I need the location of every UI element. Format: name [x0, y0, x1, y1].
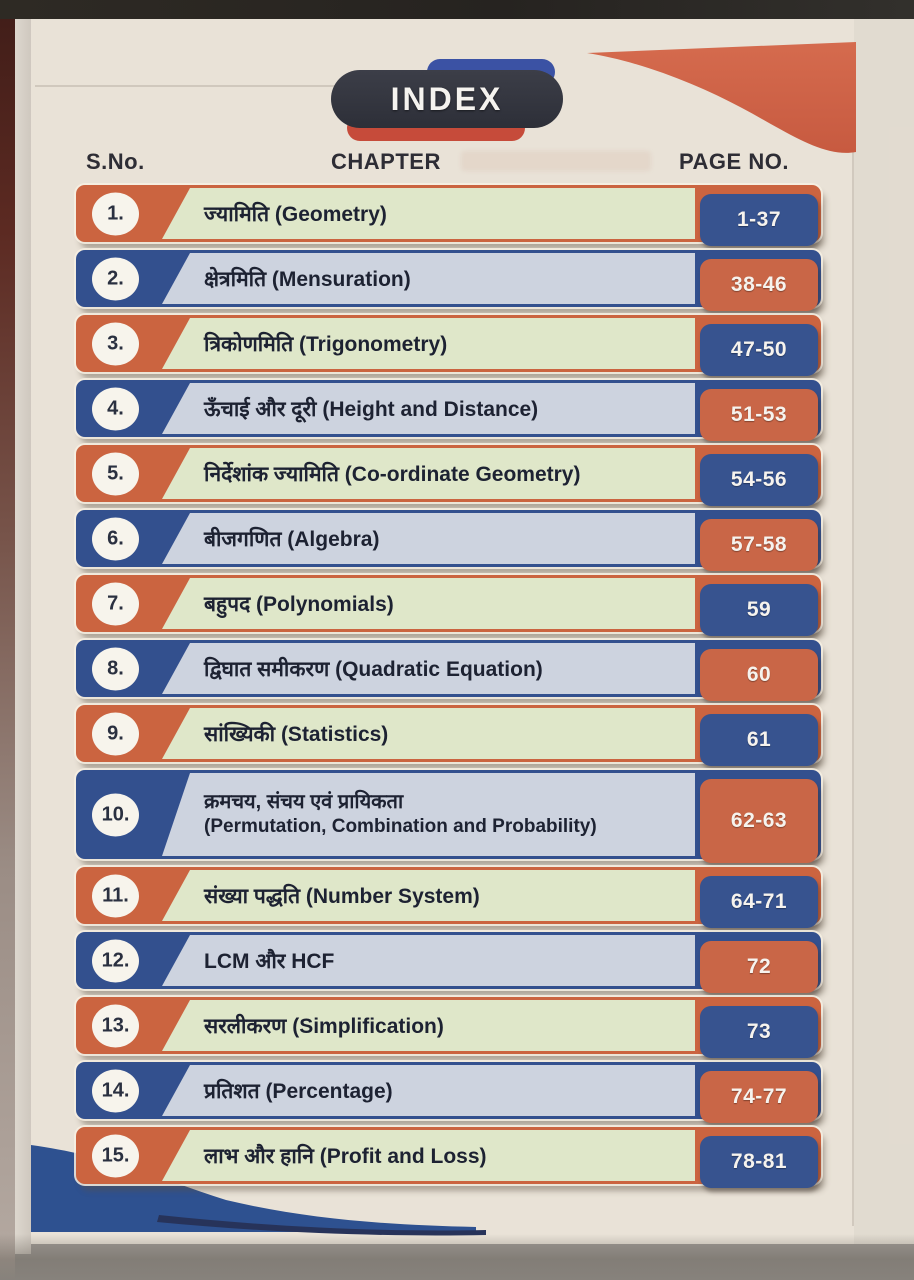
page-number-badge: 54-56 — [700, 454, 818, 506]
row-panel — [162, 188, 695, 239]
index-title-group: INDEX — [331, 59, 563, 141]
row-panel — [162, 318, 695, 369]
book-spine-edge — [0, 0, 15, 1280]
page-title: INDEX — [331, 70, 563, 128]
page-number-badge: 64-71 — [700, 876, 818, 928]
toc-row: 15. लाभ और हानि (Profit and Loss) 78-81 — [76, 1127, 821, 1188]
row-panel — [162, 870, 695, 921]
row-panel — [162, 578, 695, 629]
row-panel — [162, 1000, 695, 1051]
page-right-edge — [852, 43, 854, 1226]
row-number-badge: 11. — [92, 874, 139, 917]
toc-row: 14. प्रतिशत (Percentage) 74-77 — [76, 1062, 821, 1123]
chapter-label: त्रिकोणमिति (Trigonometry) — [204, 332, 448, 356]
row-number-badge: 10. — [92, 793, 139, 836]
row-panel — [162, 383, 695, 434]
page-number-badge: 61 — [700, 714, 818, 766]
chapter-label: लाभ और हानि (Profit and Loss) — [204, 1144, 487, 1168]
toc-row: 8. द्विघात समीकरण (Quadratic Equation) 60 — [76, 640, 821, 701]
toc-row: 1. ज्यामिति (Geometry) 1-37 — [76, 185, 821, 246]
toc-row: 9. सांख्यिकी (Statistics) 61 — [76, 705, 821, 766]
column-header-page: PAGE NO. — [679, 149, 789, 174]
row-number-badge: 3. — [92, 322, 139, 365]
row-panel — [162, 708, 695, 759]
row-panel — [162, 1130, 695, 1181]
page-number-badge: 74-77 — [700, 1071, 818, 1123]
table-header: S.No. CHAPTER PAGE NO. — [31, 149, 853, 177]
show-through-ghost — [461, 151, 651, 171]
chapter-label: द्विघात समीकरण (Quadratic Equation) — [204, 657, 543, 681]
chapter-label: बीजगणित (Algebra) — [204, 527, 380, 551]
chapter-label: निर्देशांक ज्यामिति (Co-ordinate Geometr… — [204, 462, 581, 486]
chapter-label: बहुपद (Polynomials) — [204, 592, 394, 616]
row-panel — [162, 935, 695, 986]
row-number-badge: 1. — [92, 192, 139, 235]
page-number-badge: 59 — [700, 584, 818, 636]
row-number-badge: 13. — [92, 1004, 139, 1047]
row-number-badge: 8. — [92, 647, 139, 690]
page-number-badge: 72 — [700, 941, 818, 993]
column-header-sno: S.No. — [86, 149, 145, 174]
page-number-badge: 78-81 — [700, 1136, 818, 1188]
row-number-badge: 14. — [92, 1069, 139, 1112]
toc-row: 11. संख्या पद्धति (Number System) 64-71 — [76, 867, 821, 928]
bottom-left-swoosh-tail — [157, 1215, 486, 1236]
chapter-label: क्रमचय, संचय एवं प्रायिकता (Permutation, … — [204, 770, 687, 859]
chapter-label: संख्या पद्धति (Number System) — [204, 884, 480, 908]
toc-row: 2. क्षेत्रमिति (Mensuration) 38-46 — [76, 250, 821, 311]
row-number-badge: 4. — [92, 387, 139, 430]
row-number-badge: 9. — [92, 712, 139, 755]
row-number-badge: 12. — [92, 939, 139, 982]
page-number-badge: 47-50 — [700, 324, 818, 376]
chapter-label: क्षेत्रमिति (Mensuration) — [204, 267, 411, 291]
column-header-chapter: CHAPTER — [331, 149, 441, 174]
row-number-badge: 2. — [92, 257, 139, 300]
chapter-label: प्रतिशत (Percentage) — [204, 1079, 393, 1103]
page-number-badge: 60 — [700, 649, 818, 701]
toc-list: 1. ज्यामिति (Geometry) 1-37 2. क्षेत्रमिति (… — [76, 185, 821, 1188]
page-number-badge: 51-53 — [700, 389, 818, 441]
chapter-label-line2: (Permutation, Combination and Probabilit… — [204, 816, 597, 838]
page-number-badge: 73 — [700, 1006, 818, 1058]
row-panel — [162, 1065, 695, 1116]
row-panel — [162, 253, 695, 304]
toc-row: 7. बहुपद (Polynomials) 59 — [76, 575, 821, 636]
chapter-label: ऊँचाई और दूरी (Height and Distance) — [204, 397, 539, 421]
photo-bottom-shadow — [0, 1234, 914, 1280]
chapter-label: LCM और HCF — [204, 949, 335, 973]
row-number-badge: 5. — [92, 452, 139, 495]
chapter-label: सांख्यिकी (Statistics) — [204, 722, 389, 746]
chapter-label-line1: क्रमचय, संचय एवं प्रायिकता — [204, 791, 404, 814]
photo-background-top — [0, 0, 914, 19]
bottom-left-swoosh — [31, 1145, 476, 1232]
toc-row: 6. बीजगणित (Algebra) 57-58 — [76, 510, 821, 571]
page-crease-line — [35, 85, 465, 87]
index-page: INDEX S.No. CHAPTER PAGE NO. 1. ज्यामिति … — [31, 19, 914, 1244]
page-number-badge: 57-58 — [700, 519, 818, 571]
top-right-swoosh — [587, 42, 856, 153]
page-number-badge: 62-63 — [700, 779, 818, 863]
page-number-badge: 38-46 — [700, 259, 818, 311]
page-right-margin — [854, 19, 914, 1244]
chapter-label: सरलीकरण (Simplification) — [204, 1014, 444, 1038]
row-panel — [162, 513, 695, 564]
row-panel — [162, 643, 695, 694]
page-decorations — [31, 42, 856, 1236]
row-number-badge: 7. — [92, 582, 139, 625]
toc-row: 13. सरलीकरण (Simplification) 73 — [76, 997, 821, 1058]
row-panel — [162, 773, 695, 856]
toc-row: 4. ऊँचाई और दूरी (Height and Distance) 51-… — [76, 380, 821, 441]
row-panel — [162, 448, 695, 499]
row-number-badge: 6. — [92, 517, 139, 560]
row-number-badge: 15. — [92, 1134, 139, 1177]
toc-row: 3. त्रिकोणमिति (Trigonometry) 47-50 — [76, 315, 821, 376]
toc-row: 12. LCM और HCF 72 — [76, 932, 821, 993]
toc-row: 10. क्रमचय, संचय एवं प्रायिकता (Permutatio… — [76, 770, 821, 863]
chapter-label: ज्यामिति (Geometry) — [204, 202, 387, 226]
toc-row: 5. निर्देशांक ज्यामिति (Co-ordinate Geome… — [76, 445, 821, 506]
underlying-page-edge — [15, 19, 31, 1254]
page-number-badge: 1-37 — [700, 194, 818, 246]
